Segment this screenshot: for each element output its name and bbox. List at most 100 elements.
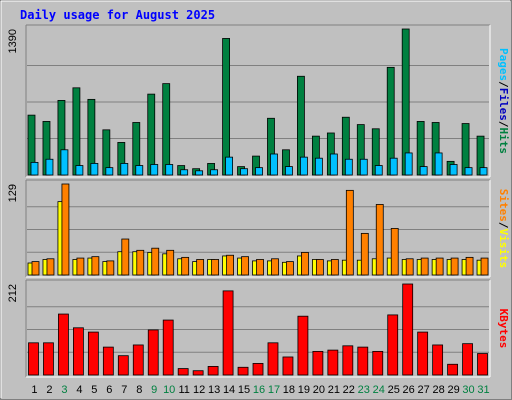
bar-files-day-11 <box>180 169 189 176</box>
legend-entry-kbytes: KBytes <box>497 309 510 349</box>
bar-files-day-8 <box>135 165 144 176</box>
bar-files-day-18 <box>285 166 293 176</box>
bar-files-day-23 <box>359 158 368 176</box>
bar-sites-day-15 <box>241 256 249 276</box>
bar-kbytes-day-22 <box>342 345 354 376</box>
x-tick-label-day-31: 31 <box>477 384 489 396</box>
bar-sites-day-1 <box>31 261 40 276</box>
x-tick-label-day-8: 8 <box>136 384 142 396</box>
x-tick-label-day-14: 14 <box>223 384 235 396</box>
bar-files-day-17 <box>270 153 278 176</box>
bar-kbytes-day-9 <box>147 329 159 376</box>
bar-sites-day-3 <box>61 183 70 276</box>
bar-kbytes-day-25 <box>387 314 399 376</box>
bar-kbytes-day-7 <box>117 355 129 376</box>
legend-entry-hits: Hits <box>497 128 510 155</box>
bar-sites-day-5 <box>91 256 100 276</box>
legend-separator: / <box>497 121 510 128</box>
x-tick-label-day-25: 25 <box>388 384 400 396</box>
x-tick-label-day-11: 11 <box>178 384 189 396</box>
x-tick-label-day-28: 28 <box>432 384 444 396</box>
bar-kbytes-day-30 <box>462 343 473 376</box>
x-tick-label-day-7: 7 <box>121 384 127 396</box>
legend-separator: / <box>497 81 510 88</box>
bar-sites-day-17 <box>271 258 279 276</box>
bar-files-day-12 <box>195 170 204 176</box>
legend-entry-visits: Visits <box>497 229 510 269</box>
bar-kbytes-day-28 <box>432 344 444 376</box>
x-tick-label-day-2: 2 <box>46 384 52 396</box>
panel-kbytes: 212 KBytes <box>7 279 510 378</box>
x-tick-label-day-5: 5 <box>91 384 97 396</box>
bar-kbytes-day-10 <box>162 319 174 376</box>
bar-sites-day-19 <box>301 252 309 276</box>
bar-sites-day-7 <box>121 238 130 276</box>
bar-sites-day-25 <box>390 228 399 276</box>
bar-files-day-24 <box>374 165 383 176</box>
chart-title: Daily usage for August 2025 <box>20 8 215 22</box>
bar-sites-day-18 <box>286 261 294 276</box>
bar-sites-day-11 <box>181 256 190 276</box>
bar-files-day-7 <box>120 163 129 176</box>
bar-sites-day-31 <box>480 257 489 276</box>
bar-sites-day-20 <box>315 259 324 276</box>
legend-label: KBytes <box>497 309 510 349</box>
bar-files-day-27 <box>419 166 428 176</box>
x-tick-label-day-10: 10 <box>163 384 175 396</box>
bar-kbytes-day-5 <box>87 331 99 376</box>
bar-kbytes-day-13 <box>207 366 219 376</box>
bar-kbytes-day-1 <box>28 342 39 376</box>
bar-hits-day-4 <box>72 87 81 176</box>
bar-sites-day-16 <box>256 259 264 276</box>
bar-sites-day-23 <box>360 232 369 276</box>
x-tick-label-day-21: 21 <box>328 384 340 396</box>
bar-files-day-22 <box>344 158 353 176</box>
x-tick-label-day-3: 3 <box>61 384 67 396</box>
bar-sites-day-14 <box>226 254 234 276</box>
x-tick-label-day-1: 1 <box>31 384 37 396</box>
x-tick-label-day-22: 22 <box>343 384 355 396</box>
bar-files-day-25 <box>389 157 398 176</box>
bar-sites-day-13 <box>211 259 220 276</box>
bar-kbytes-day-17 <box>267 342 279 376</box>
y-axis-max-label: 212 <box>7 284 19 302</box>
bar-kbytes-day-6 <box>102 346 114 376</box>
x-tick-label-day-17: 17 <box>268 384 280 396</box>
bar-files-day-21 <box>329 153 338 176</box>
bar-kbytes-day-26 <box>402 283 414 376</box>
x-tick-label-day-19: 19 <box>298 384 310 396</box>
x-tick-label-day-9: 9 <box>151 384 157 396</box>
bar-kbytes-day-16 <box>252 363 264 376</box>
bar-sites-day-12 <box>196 259 205 276</box>
bar-files-day-15 <box>240 168 248 176</box>
bar-sites-day-24 <box>375 204 384 276</box>
x-tick-label-day-27: 27 <box>418 384 430 396</box>
bar-sites-day-2 <box>46 258 55 276</box>
bar-sites-day-9 <box>151 247 160 276</box>
bar-files-day-3 <box>60 149 69 176</box>
bar-kbytes-day-23 <box>357 346 369 376</box>
legend-label: Sites/Visits <box>497 189 510 269</box>
bar-files-day-19 <box>300 156 308 176</box>
x-tick-label-day-18: 18 <box>283 384 295 396</box>
bar-files-day-28 <box>434 152 443 176</box>
bar-files-day-4 <box>75 165 84 176</box>
bar-sites-day-28 <box>435 257 444 276</box>
bar-kbytes-day-18 <box>282 356 294 376</box>
x-axis-tick-labels: 1 2 3 4 5 6 7 8 9 10 11 12 13 14 15 16 17 18 19 20 21 22 23 24 2… <box>31 384 489 396</box>
bar-kbytes-day-29 <box>447 363 458 376</box>
bar-kbytes-day-12 <box>192 370 204 376</box>
bar-kbytes-day-21 <box>327 349 339 376</box>
bar-kbytes-day-2 <box>43 342 54 376</box>
x-tick-label-day-24: 24 <box>373 384 385 396</box>
bar-files-day-26 <box>404 152 413 176</box>
x-tick-label-day-30: 30 <box>462 384 474 396</box>
bar-hits-day-14 <box>222 38 230 176</box>
x-tick-label-day-23: 23 <box>358 384 370 396</box>
bar-kbytes-day-11 <box>177 368 189 376</box>
bar-kbytes-day-19 <box>297 315 309 376</box>
bar-files-day-6 <box>105 167 114 176</box>
bar-kbytes-day-20 <box>312 350 324 376</box>
